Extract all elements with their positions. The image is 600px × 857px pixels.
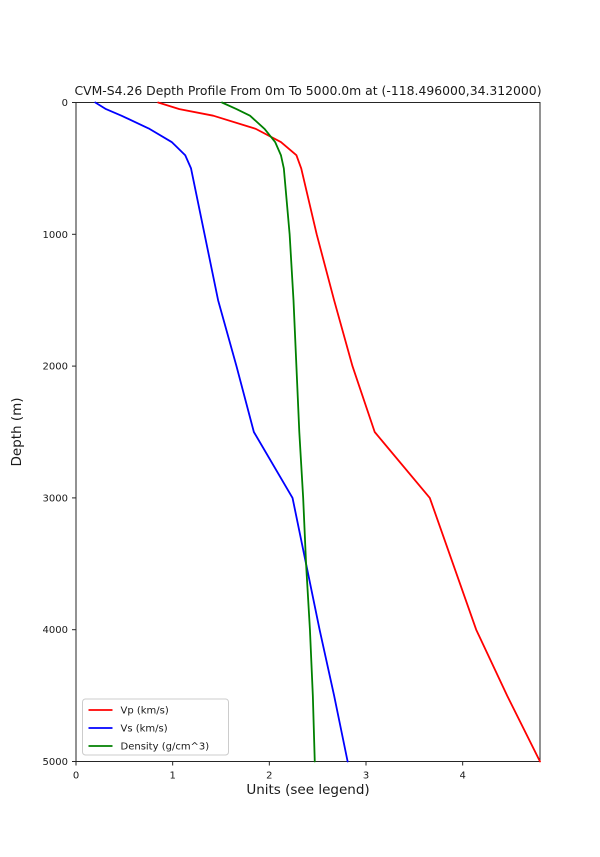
series-line-density [221,101,316,763]
legend: Vp (km/s) Vs (km/s) Density (g/cm^3) [82,698,229,756]
plot-spines [75,102,541,762]
y-tick-label: 2000 [43,362,68,373]
x-axis-label: Units (see legend) [246,782,370,798]
series-line-vp [157,101,541,763]
x-tick-label: 1 [169,771,175,782]
y-tick-label: 1000 [43,230,68,241]
series-line-vs [94,101,349,763]
legend-label: Vs (km/s) [121,724,168,735]
legend-label: Density (g/cm^3) [121,742,210,753]
y-tick-label: 4000 [43,625,68,636]
x-tick-label: 0 [73,771,79,782]
x-tick-label: 4 [459,771,465,782]
x-tick-label: 3 [363,771,369,782]
y-tick-label: 5000 [43,757,68,768]
y-tick-label: 0 [62,98,68,109]
y-tick-label: 3000 [43,493,68,504]
legend-label: Vp (km/s) [121,706,169,717]
legend-box [82,698,229,756]
x-tick-label: 2 [266,771,272,782]
y-axis-label: Depth (m) [9,397,25,467]
chart-title: CVM-S4.26 Depth Profile From 0m To 5000.… [74,83,542,98]
